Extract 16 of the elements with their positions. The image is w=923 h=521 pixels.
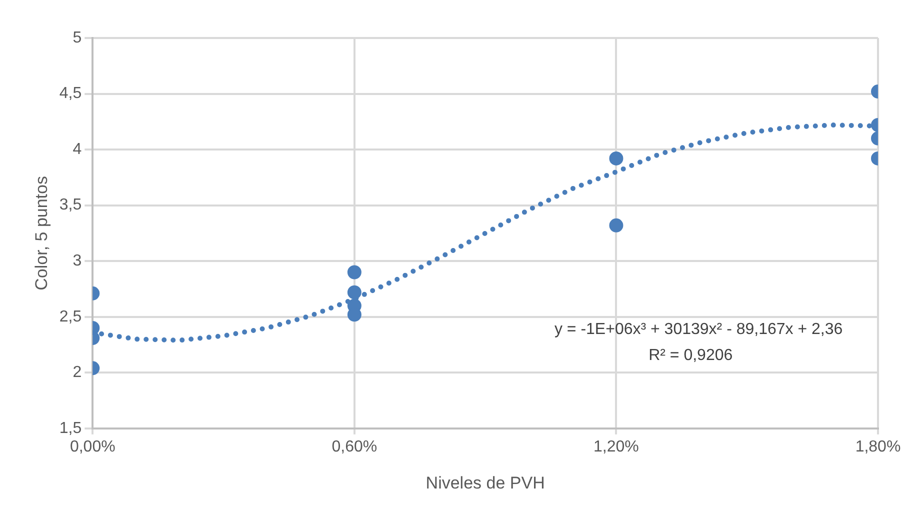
x-tick-label: 0,00% xyxy=(70,438,116,456)
y-axis-title: Color, 5 puntos xyxy=(32,176,51,290)
y-tick-label: 3,5 xyxy=(59,196,82,214)
y-tick-label: 4 xyxy=(72,140,82,158)
x-axis-title: Niveles de PVH xyxy=(426,473,545,492)
x-tick-label: 1,20% xyxy=(594,438,639,456)
y-tick-label: 4,5 xyxy=(59,85,82,102)
y-tick-label: 5 xyxy=(72,29,82,46)
x-tick-label: 1,80% xyxy=(855,438,901,456)
y-tick-label: 3 xyxy=(72,252,82,270)
y-tick-label: 2,5 xyxy=(59,308,82,326)
annotation: R² = 0,9206 xyxy=(648,347,733,364)
x-tick-label: 0,60% xyxy=(332,438,378,456)
y-tick-label: 1,5 xyxy=(59,420,82,437)
annotation: y = -1E+06x³ + 30139x² - 89,167x + 2,36 xyxy=(554,321,843,338)
y-tick-label: 2 xyxy=(72,364,82,382)
